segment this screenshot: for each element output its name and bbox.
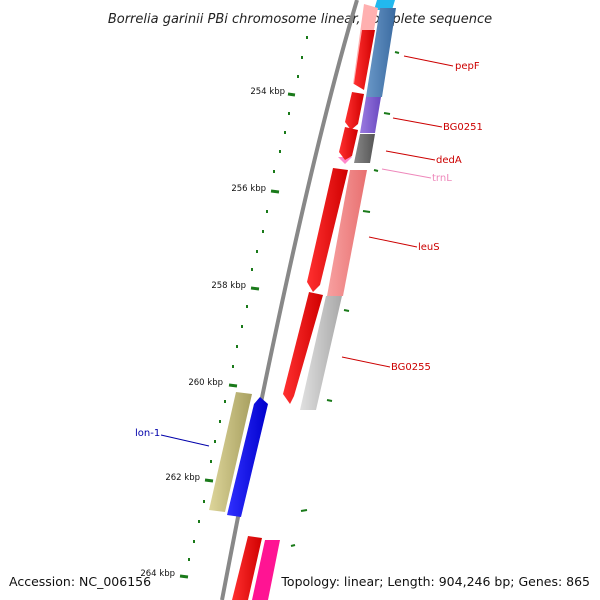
gene-labels: pepF BG0251 dedA trnL leuS BG0255 lon-1	[135, 61, 483, 439]
kbp-label: 256 kbp	[231, 184, 266, 194]
gene-leaders	[160, 55, 454, 447]
kbp-label: 258 kbp	[211, 281, 246, 291]
accession-text: Accession: NC_006156	[9, 574, 151, 589]
trna-mark	[338, 157, 352, 164]
gene-arrow	[227, 397, 268, 517]
gene-block	[327, 170, 367, 296]
gene-label-pepf: pepF	[455, 61, 480, 72]
inner-ticks	[290, 51, 400, 547]
strand-forward-features	[232, 4, 378, 600]
major-ticks	[179, 92, 296, 579]
gene-label-deda: dedA	[436, 155, 462, 166]
kbp-label: 264 kbp	[140, 569, 175, 579]
outer-dotted-ring	[188, 36, 308, 561]
gene-block	[374, 0, 395, 10]
kbp-labels: 254 kbp 256 kbp 258 kbp 260 kbp 262 kbp …	[140, 87, 285, 579]
gene-arrow	[354, 30, 375, 90]
map-title: Borrelia garinii PBi chromosome linear, …	[108, 12, 492, 27]
gene-block	[360, 97, 381, 133]
gene-block	[232, 536, 262, 600]
kbp-label: 262 kbp	[165, 473, 200, 483]
gene-arrow	[307, 168, 348, 292]
gene-block	[366, 8, 396, 97]
gene-block	[252, 540, 280, 600]
gene-block	[354, 134, 375, 163]
gene-label-lon-1: lon-1	[135, 428, 160, 439]
topology-text: Topology: linear; Length: 904,246 bp; Ge…	[280, 574, 590, 589]
gene-block	[209, 392, 252, 512]
gene-block	[300, 296, 342, 410]
gene-arrow	[339, 127, 358, 160]
gene-label-leus: leuS	[418, 242, 440, 253]
kbp-label: 260 kbp	[188, 378, 223, 388]
kbp-label: 254 kbp	[250, 87, 285, 97]
gene-label-bg0251: BG0251	[443, 122, 483, 133]
gene-arrow	[345, 92, 364, 130]
gene-label-trnl: trnL	[432, 173, 452, 184]
gene-label-bg0255: BG0255	[391, 362, 431, 373]
lon-region	[209, 392, 268, 517]
gene-arrow	[283, 292, 323, 404]
strand-reverse-features	[252, 0, 396, 600]
